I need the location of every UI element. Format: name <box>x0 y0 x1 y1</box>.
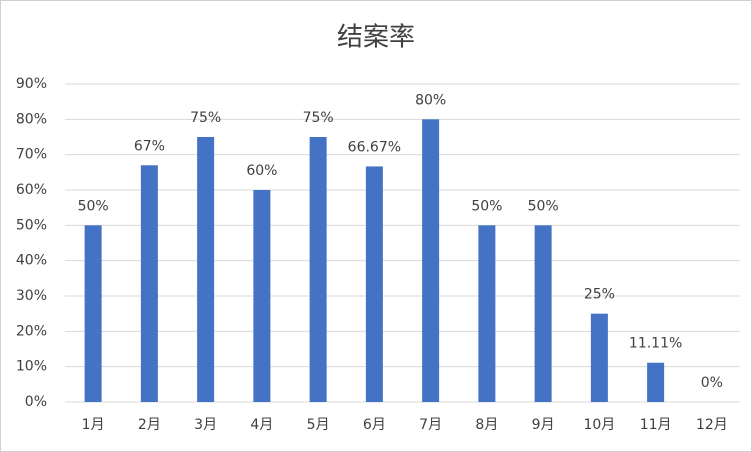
value-label: 75% <box>190 110 221 126</box>
x-tick-label: 8月 <box>475 417 498 433</box>
y-tick-label: 90% <box>16 76 47 92</box>
bar <box>647 362 665 402</box>
y-tick-label: 50% <box>16 217 47 233</box>
y-tick-label: 80% <box>16 111 47 127</box>
y-tick-label: 40% <box>16 253 47 269</box>
value-label: 50% <box>528 198 559 214</box>
y-tick-label: 60% <box>16 182 47 198</box>
x-tick-label: 11月 <box>640 417 672 433</box>
x-tick-label: 9月 <box>532 417 555 433</box>
value-label: 25% <box>584 287 615 303</box>
value-label: 0% <box>701 375 723 391</box>
value-label: 50% <box>78 198 109 214</box>
x-tick-label: 2月 <box>138 417 161 433</box>
value-label: 67% <box>134 138 165 154</box>
bar <box>478 225 496 402</box>
x-tick-label: 6月 <box>363 417 386 433</box>
bar <box>422 119 440 402</box>
bar <box>140 165 158 402</box>
value-label: 60% <box>246 163 277 179</box>
bar <box>590 313 608 402</box>
bar <box>534 225 552 402</box>
value-label: 80% <box>415 92 446 108</box>
bar <box>84 225 102 402</box>
value-label: 11.11% <box>629 336 682 352</box>
value-label: 66.67% <box>348 139 401 155</box>
x-tick-label: 5月 <box>307 417 330 433</box>
value-label: 50% <box>471 198 502 214</box>
y-tick-label: 30% <box>16 288 47 304</box>
y-tick-label: 0% <box>25 394 47 410</box>
x-tick-label: 10月 <box>583 417 615 433</box>
x-tick-label: 12月 <box>696 417 728 433</box>
bar <box>365 166 383 402</box>
x-tick-label: 7月 <box>419 417 442 433</box>
x-tick-label: 3月 <box>194 417 217 433</box>
bar <box>309 137 327 402</box>
value-label: 75% <box>303 110 334 126</box>
bar <box>197 137 215 402</box>
x-tick-label: 1月 <box>82 417 105 433</box>
y-tick-label: 70% <box>16 147 47 163</box>
bar <box>253 190 271 402</box>
x-tick-label: 4月 <box>250 417 273 433</box>
chart-title: 结案率 <box>337 23 415 53</box>
y-tick-label: 20% <box>16 323 47 339</box>
y-tick-label: 10% <box>16 359 47 375</box>
